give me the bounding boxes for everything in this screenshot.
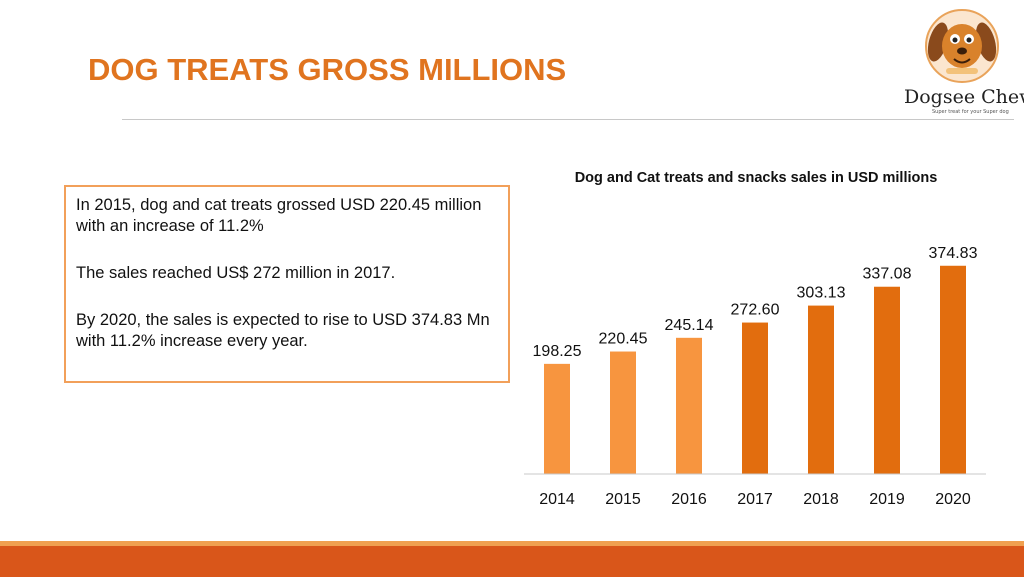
logo-tagline: Super treat for your Super dog: [932, 109, 1009, 115]
bar-2014: [544, 363, 570, 474]
data-label: 220.45: [599, 331, 648, 348]
data-label: 337.08: [863, 266, 912, 283]
footer-accent-stripe: [0, 541, 1024, 546]
data-label: 198.25: [533, 343, 582, 360]
sales-chart: Dog and Cat treats and snacks sales in U…: [520, 160, 1000, 520]
x-tick-label: 2015: [605, 491, 641, 508]
logo-brand-name: Dogsee Chew: [904, 86, 1024, 108]
bar-2019: [874, 286, 900, 474]
data-label: 245.14: [665, 317, 714, 334]
bar-2018: [808, 305, 834, 474]
x-tick-label: 2020: [935, 491, 971, 508]
x-tick-label: 2016: [671, 491, 707, 508]
x-tick-label: 2014: [539, 491, 575, 508]
bar-2016: [676, 337, 702, 474]
title-divider: [122, 119, 1014, 120]
summary-paragraph: By 2020, the sales is expected to rise t…: [76, 311, 490, 350]
dog-face-icon: [925, 9, 999, 83]
x-tick-label: 2018: [803, 491, 839, 508]
x-tick-label: 2017: [737, 491, 773, 508]
bar-2015: [610, 351, 636, 474]
chart-title: Dog and Cat treats and snacks sales in U…: [574, 170, 938, 186]
brand-logo: Dogsee Chew Super treat for your Super d…: [900, 6, 1024, 118]
summary-paragraph: The sales reached US$ 272 million in 201…: [76, 264, 396, 282]
data-label: 272.60: [731, 302, 780, 319]
bar-2017: [742, 322, 768, 474]
x-tick-label: 2019: [869, 491, 905, 508]
footer-bar: [0, 546, 1024, 577]
bar-chart-svg: 198.25 2014 220.45 2015 245.14 2016 272.60 2017…: [524, 245, 986, 508]
bar-2020: [940, 265, 966, 474]
summary-textbox: In 2015, dog and cat treats grossed USD …: [64, 185, 510, 383]
summary-paragraph: In 2015, dog and cat treats grossed USD …: [76, 196, 482, 235]
data-label: 303.13: [797, 285, 846, 302]
page-title: DOG TREATS GROSS MILLIONS: [88, 52, 567, 87]
data-label: 374.83: [929, 245, 978, 262]
